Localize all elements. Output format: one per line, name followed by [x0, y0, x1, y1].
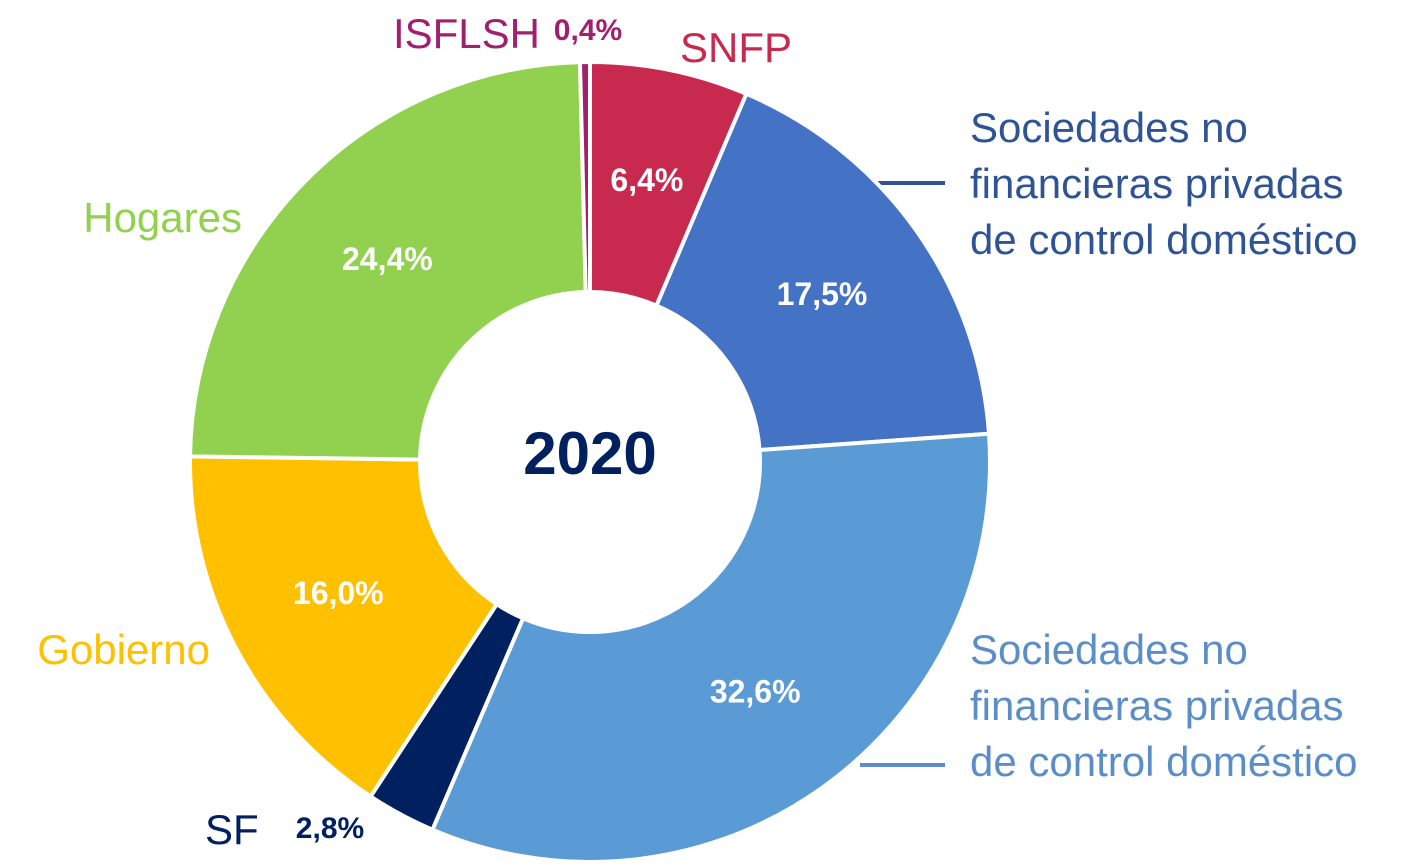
- value-label: 16,0%: [293, 575, 384, 611]
- category-label: Sociedades no financieras privadas de co…: [970, 626, 1358, 785]
- value-label: 2,8%: [296, 812, 364, 845]
- slice: [653, 91, 992, 453]
- slice: [577, 59, 592, 295]
- category-label: ISFLSH: [392, 10, 540, 57]
- category-label: Hogares: [83, 194, 242, 241]
- value-label: 24,4%: [342, 241, 433, 277]
- value-label: 0,4%: [554, 14, 622, 47]
- value-label: 6,4%: [610, 162, 683, 198]
- slice: [429, 431, 992, 864]
- category-label: Gobierno: [37, 626, 210, 673]
- category-label: SNFP: [680, 24, 793, 71]
- slice: [188, 454, 500, 800]
- slice: [188, 60, 588, 462]
- category-label: SF: [205, 806, 259, 853]
- category-label: Sociedades no financieras privadas de co…: [970, 104, 1358, 263]
- center-label: 2020: [523, 420, 656, 487]
- value-label: 17,5%: [777, 276, 868, 312]
- value-label: 32,6%: [710, 674, 801, 710]
